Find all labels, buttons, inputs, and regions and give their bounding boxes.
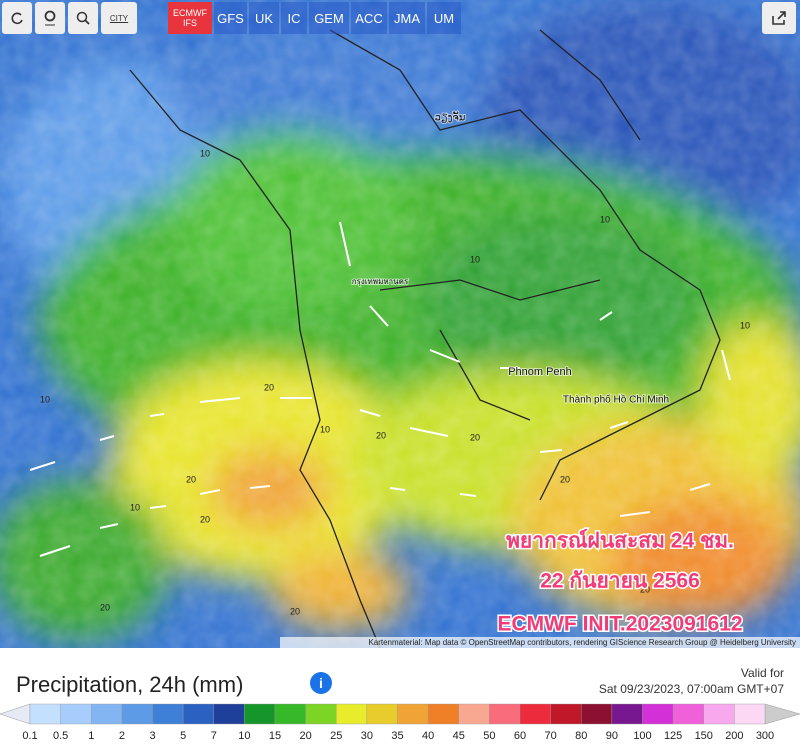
scale-label: 45 (453, 730, 465, 742)
color-scale: 0.1 0.5 1 2 3 5 7 10 15 20 25 30 35 40 45 50 60 70 80 90 100… (0, 703, 800, 742)
share-button[interactable] (762, 2, 796, 34)
place-label: Thành phố Hồ Chí Minh (563, 394, 669, 406)
scale-label: 5 (180, 730, 186, 742)
valid-label: Valid for (740, 666, 784, 680)
info-button[interactable]: i (310, 672, 332, 694)
color-swatch (611, 703, 643, 725)
model-tab[interactable]: ECMWF IFS (168, 2, 212, 34)
under-arrow (0, 703, 31, 725)
contour-label: 10 (600, 214, 610, 224)
color-swatch (672, 703, 704, 725)
scale-label: 20 (300, 730, 312, 742)
refresh-button[interactable] (2, 2, 32, 34)
over-arrow (764, 703, 800, 725)
model-tab[interactable]: JMA (389, 2, 425, 34)
color-swatch (29, 703, 61, 725)
contour-label: 20 (640, 584, 650, 594)
color-swatch (703, 703, 735, 725)
contour-label: 10 (320, 424, 330, 434)
color-swatch (336, 703, 368, 725)
color-swatch (244, 703, 276, 725)
attribution: Kartenmaterial: Map data © OpenStreetMap… (368, 638, 796, 647)
color-swatch (519, 703, 551, 725)
color-swatch (734, 703, 766, 725)
contour-label: 10 (40, 394, 50, 404)
model-tab[interactable]: UK (249, 2, 279, 34)
contour-label: 10 (470, 254, 480, 264)
place-label: กรุงเทพมหานคร (352, 277, 409, 286)
color-swatch (489, 703, 521, 725)
scale-label: 15 (269, 730, 281, 742)
contour-label: 20 (100, 602, 110, 612)
contour-label: 10 (130, 502, 140, 512)
scale-label: 125 (664, 730, 682, 742)
scale-label: 10 (238, 730, 250, 742)
color-swatch (458, 703, 490, 725)
color-swatch (91, 703, 123, 725)
color-swatch (305, 703, 337, 725)
scale-label: 0.1 (22, 730, 37, 742)
contour-label: 20 (200, 514, 210, 524)
contour-label: 20 (470, 432, 480, 442)
model-tab[interactable]: ACC (351, 2, 387, 34)
color-swatch (366, 703, 398, 725)
contour-label: 20 (186, 474, 196, 484)
overlay-text: 22 กันยายน 2566 (540, 570, 700, 593)
place-label: ວຽງຈັນ (435, 111, 466, 123)
overlay-text: พยากรณ์ฝนสะสม 24 ชม. (506, 529, 734, 553)
color-swatch (213, 703, 245, 725)
place-label: Phnom Penh (508, 366, 572, 378)
scale-label: 7 (211, 730, 217, 742)
scale-label: 35 (391, 730, 403, 742)
color-swatch (397, 703, 429, 725)
scale-label: 60 (514, 730, 526, 742)
zoom-button[interactable] (68, 2, 98, 34)
contour-label: 20 (290, 606, 300, 616)
contour-label: 20 (560, 474, 570, 484)
model-tab[interactable]: IC (281, 2, 307, 34)
color-swatch (121, 703, 153, 725)
valid-time: Sat 09/23/2023, 07:00am GMT+07 (598, 682, 784, 696)
color-swatch (581, 703, 613, 725)
color-swatch (427, 703, 459, 725)
scale-label: 25 (330, 730, 342, 742)
model-tab[interactable]: GEM (309, 2, 349, 34)
scale-label: 90 (606, 730, 618, 742)
model-tab[interactable]: GFS (214, 2, 247, 34)
color-swatch (642, 703, 674, 725)
color-swatch (60, 703, 92, 725)
scale-label: 50 (483, 730, 495, 742)
scale-label: 40 (422, 730, 434, 742)
scale-label: 1 (88, 730, 94, 742)
scale-label: 100 (633, 730, 651, 742)
color-swatch (182, 703, 214, 725)
scale-label: 0.5 (53, 730, 68, 742)
city-button[interactable]: CITY (101, 2, 137, 34)
color-swatch (550, 703, 582, 725)
color-swatch (274, 703, 306, 725)
scale-label: 80 (575, 730, 587, 742)
model-tab[interactable]: UM (427, 2, 461, 34)
scale-label: 200 (725, 730, 743, 742)
color-swatch (152, 703, 184, 725)
map: กรุงเทพมหานคร Phnom Penh Thành phố Hồ Chí … (0, 0, 800, 648)
scale-label: 3 (149, 730, 155, 742)
contour-label: 10 (200, 148, 210, 158)
scale-label: 30 (361, 730, 373, 742)
contour-label: 20 (264, 382, 274, 392)
legend-panel: Precipitation, 24h (mm) i Valid for Sat … (0, 648, 800, 746)
scale-label: 70 (545, 730, 557, 742)
scale-label: 2 (119, 730, 125, 742)
scale-label: 150 (695, 730, 713, 742)
panel-title: Precipitation, 24h (mm) (16, 672, 244, 697)
location-button[interactable] (35, 2, 65, 34)
contour-label: 10 (740, 320, 750, 330)
contour-label: 20 (376, 430, 386, 440)
overlay-text: ECMWF INIT.2023091612 (497, 613, 742, 636)
scale-label: 300 (756, 730, 774, 742)
